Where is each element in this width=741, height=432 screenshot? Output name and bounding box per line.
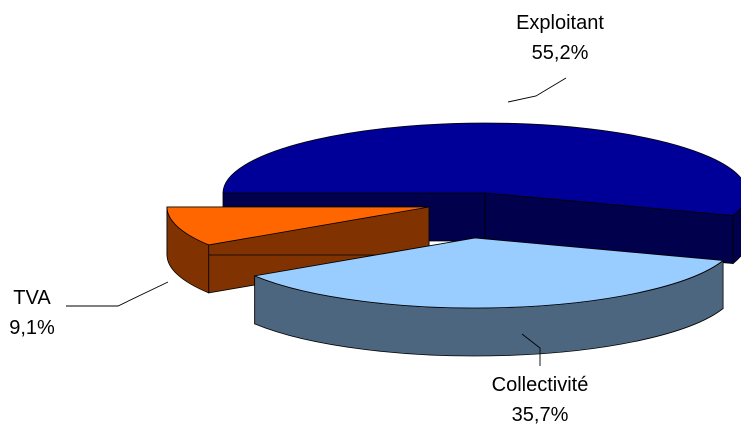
leader-exploitant: [507, 77, 567, 103]
slice-tva: [166, 206, 430, 294]
label-exploitant-name: Exploitant: [516, 12, 604, 34]
label-collectivite: Collectivité 35,7%: [465, 370, 615, 430]
label-tva: TVA 9,1%: [0, 283, 64, 343]
slice-wall-0-0: [732, 207, 741, 265]
label-exploitant-value: 55,2%: [531, 42, 589, 64]
label-tva-value: 9,1%: [9, 317, 55, 339]
slice-top-0: [222, 122, 741, 216]
slice-collectivit: [253, 237, 725, 357]
label-collectivite-name: Collectivité: [491, 374, 589, 396]
leader-collectivite: [521, 333, 541, 366]
label-tva-name: TVA: [13, 287, 51, 309]
leader-tva: [66, 281, 169, 307]
slice-top-1: [253, 237, 725, 309]
label-collectivite-value: 35,7%: [511, 404, 569, 426]
label-exploitant: Exploitant 55,2%: [495, 8, 625, 68]
slice-top-2: [166, 206, 430, 246]
